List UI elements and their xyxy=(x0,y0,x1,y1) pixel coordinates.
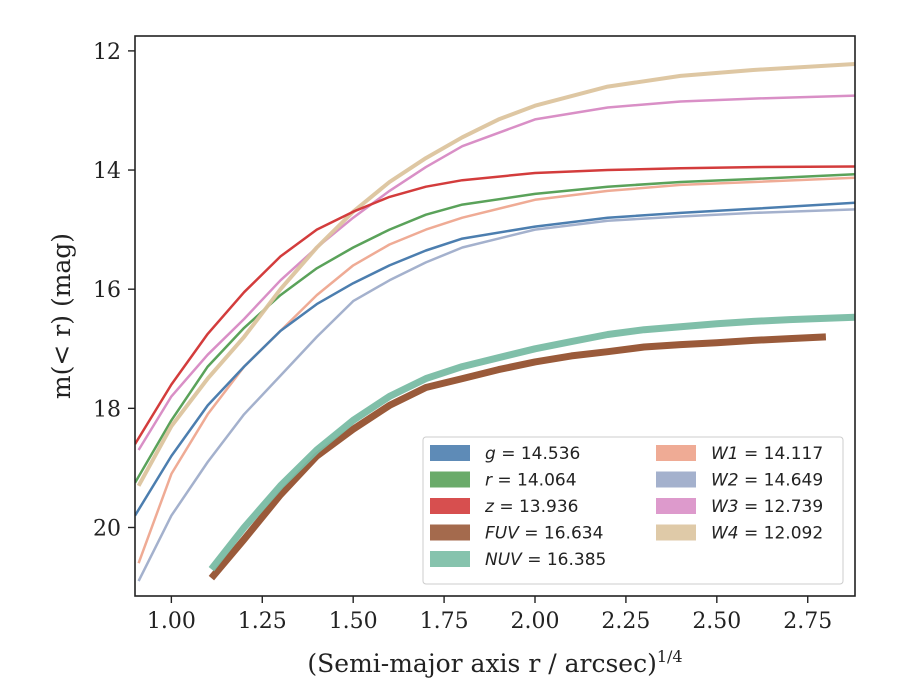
legend-label-g: g = 14.536 xyxy=(485,444,580,464)
legend: g = 14.536 r = 14.064 z = 13.936 FUV = 16.6… xyxy=(422,436,844,585)
plot-frame xyxy=(134,35,856,597)
x-tick-label: 1.00 xyxy=(147,609,196,634)
legend-swatch-w3 xyxy=(656,498,696,514)
y-tick-label: 20 xyxy=(93,516,121,541)
y-tick-label: 14 xyxy=(93,159,121,184)
legend-swatch-g xyxy=(430,445,470,461)
legend-label-w1: W1 = 14.117 xyxy=(711,444,823,464)
x-tick-label: 1.25 xyxy=(238,609,287,634)
series-line-w1 xyxy=(137,176,855,564)
legend-swatch-w4 xyxy=(656,524,696,541)
series-line-g xyxy=(135,201,855,517)
x-tick-label: 1.75 xyxy=(420,609,469,634)
series-line-w2 xyxy=(137,208,855,582)
series-layer xyxy=(135,62,855,582)
x-tick-label: 2.75 xyxy=(783,609,832,634)
legend-swatch-w2 xyxy=(656,471,696,488)
legend-label-r: r = 14.064 xyxy=(485,471,577,491)
series-line-fuv xyxy=(208,333,827,581)
y-tick-label: 16 xyxy=(93,278,121,303)
legend-box xyxy=(422,436,844,585)
series-line-z xyxy=(135,165,855,445)
x-axis-label-exponent: 1/4 xyxy=(657,647,683,666)
legend-label-z: z = 13.936 xyxy=(484,497,578,517)
legend-swatch-z xyxy=(430,498,470,514)
x-axis-ticks: 1.00 1.25 1.50 1.75 2.00 2.25 2.50 2.75 xyxy=(147,596,832,634)
legend-swatch-fuv xyxy=(430,524,470,541)
legend-label-w4: W4 = 12.092 xyxy=(711,524,823,544)
x-tick-label: 2.25 xyxy=(601,609,650,634)
y-tick-label: 18 xyxy=(93,397,121,422)
y-axis-label: m(< r) (mag) xyxy=(47,233,76,399)
series-line-nuv xyxy=(208,313,855,572)
x-tick-label: 2.50 xyxy=(692,609,741,634)
x-tick-label: 1.50 xyxy=(329,609,378,634)
y-axis-ticks: 12 14 16 18 20 xyxy=(93,40,135,541)
legend-label-nuv: NUV = 16.385 xyxy=(485,550,606,570)
y-tick-label: 12 xyxy=(93,40,121,65)
x-tick-label: 2.00 xyxy=(511,609,560,634)
x-axis-label: (Semi-major axis r / arcsec)1/4 xyxy=(307,647,682,678)
legend-label-w2: W2 = 14.649 xyxy=(711,471,823,491)
legend-label-w3: W3 = 12.739 xyxy=(711,497,823,517)
legend-swatch-nuv xyxy=(430,551,470,567)
legend-swatch-r xyxy=(430,471,470,488)
series-line-w3 xyxy=(137,94,855,451)
legend-swatch-w1 xyxy=(656,445,696,461)
series-line-w4 xyxy=(136,62,855,487)
legend-label-fuv: FUV = 16.634 xyxy=(485,524,603,544)
series-line-r xyxy=(135,172,855,484)
